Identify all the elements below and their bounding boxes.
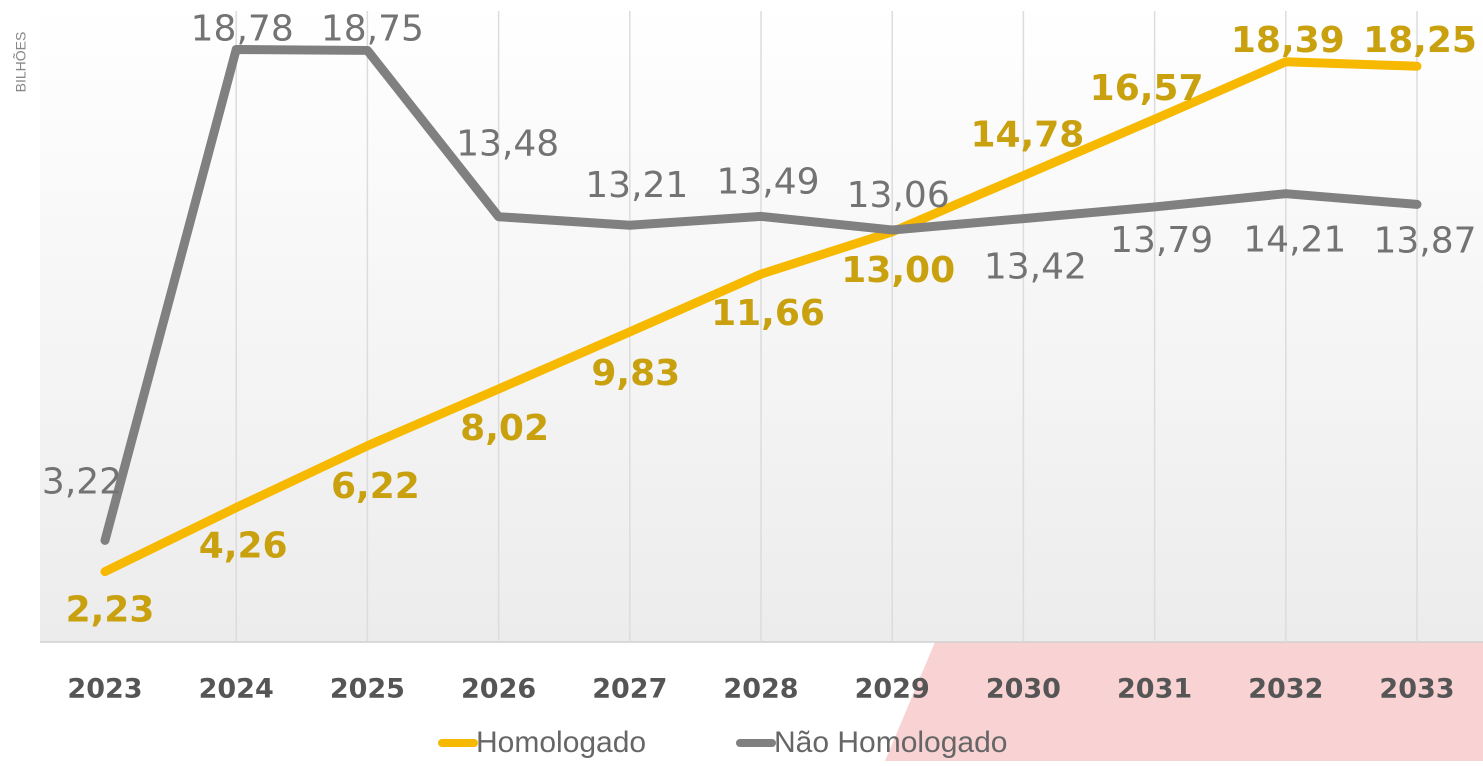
legend-label: Homologado — [476, 726, 646, 759]
value-label: 13,79 — [1110, 220, 1213, 261]
value-label: 18,75 — [321, 8, 424, 49]
series-line — [100, 57, 1422, 577]
value-label: 13,48 — [456, 124, 559, 165]
value-label: 14,78 — [970, 115, 1084, 156]
value-label: 18,78 — [191, 8, 294, 49]
value-label: 13,42 — [984, 247, 1087, 288]
legend-label: Não Homologado — [774, 726, 1007, 759]
x-tick-label: 2032 — [1248, 674, 1323, 705]
x-tick-label: 2024 — [199, 674, 274, 705]
value-label: 2,23 — [66, 590, 155, 631]
value-label: 13,49 — [716, 161, 819, 202]
x-tick-label: 2028 — [723, 674, 798, 705]
series-line — [100, 44, 1422, 545]
x-tick-label: 2027 — [592, 674, 667, 705]
x-tick-label: 2031 — [1117, 674, 1192, 705]
x-tick-label: 2026 — [461, 674, 536, 705]
value-label: 16,57 — [1090, 68, 1204, 109]
value-label: 11,66 — [711, 293, 825, 334]
value-label: 14,21 — [1243, 220, 1346, 261]
decor-shape — [885, 642, 1483, 761]
x-tick-label: 2030 — [986, 674, 1061, 705]
value-label: 8,02 — [460, 408, 549, 449]
value-label: 4,26 — [199, 526, 288, 567]
value-label: 13,06 — [847, 175, 950, 216]
value-label: 18,25 — [1363, 20, 1477, 61]
x-tick-label: 2033 — [1379, 674, 1454, 705]
value-label: 13,21 — [585, 165, 688, 206]
value-label: 9,83 — [591, 353, 680, 394]
value-label: 6,22 — [331, 466, 420, 507]
x-tick-label: 2023 — [67, 674, 142, 705]
x-tick-label: 2029 — [855, 674, 930, 705]
value-label: 18,39 — [1231, 20, 1345, 61]
value-label: 13,00 — [841, 250, 955, 291]
y-axis-label: BILHÕES — [13, 32, 29, 93]
x-tick-label: 2025 — [330, 674, 405, 705]
value-label: 13,87 — [1373, 220, 1476, 261]
value-label: 3,22 — [42, 461, 122, 502]
